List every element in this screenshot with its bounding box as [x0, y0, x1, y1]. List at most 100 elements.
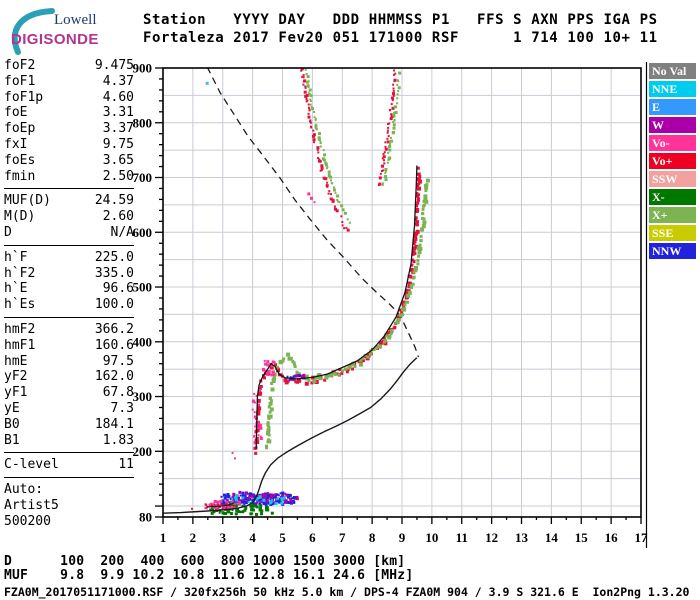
param-label: B0 [4, 416, 20, 432]
trace-transmission-curve [207, 68, 420, 358]
cloud-f-cusp-pink [262, 359, 276, 377]
logo-lowell-text: Lowell [54, 12, 97, 28]
parameter-panel: foF2 9.475 foF1 4.37 foF1p 4.60 foE 3.31 foEp 3.3… [4, 58, 134, 538]
svg-text:16: 16 [605, 530, 619, 545]
param-label: h`Es [4, 297, 36, 313]
param-value: 24.59 [94, 193, 134, 209]
svg-text:10: 10 [425, 530, 438, 545]
param-value: 2.60 [102, 209, 134, 225]
param-value: 100.0 [94, 297, 134, 313]
grid [163, 68, 641, 517]
param-label: foE [4, 105, 28, 121]
legend-chip-nne: NNE [649, 81, 696, 97]
legend-chip-nnw: NNW [649, 243, 696, 259]
param-row-fxi: fxI 9.75 [4, 137, 134, 153]
svg-text:4: 4 [249, 530, 256, 545]
svg-text:80: 80 [139, 510, 152, 525]
param-label: foEs [4, 152, 36, 168]
param-value: 4.60 [102, 89, 134, 105]
param-row-foep: foEp 3.37 [4, 121, 134, 137]
stray-dot [205, 81, 209, 85]
stray-dot [307, 192, 311, 196]
param-label: yF2 [4, 369, 28, 385]
file-info-line: FZA0M_2017051171000.RSF / 320fx256h 50 k… [4, 585, 690, 599]
param-value: 160.6 [94, 337, 134, 353]
traces [163, 68, 430, 517]
legend-chip-e: E [649, 99, 696, 115]
param-value: 3.37 [102, 121, 134, 137]
param-row-c-level: C-level 11 [4, 457, 134, 473]
param-label: foF2 [4, 58, 36, 73]
stray-dot [191, 507, 193, 510]
param-label: foF1p [4, 89, 44, 105]
svg-text:700: 700 [133, 170, 153, 185]
param-label: yE [4, 400, 20, 416]
param-row-foes: foEs 3.65 [4, 153, 134, 169]
svg-text:600: 600 [133, 225, 153, 240]
svg-text:3: 3 [220, 530, 227, 545]
param-footer-line: Auto: [4, 482, 134, 498]
svg-text:200: 200 [133, 444, 153, 459]
logo-arc-icon [11, 8, 55, 55]
param-label: B1 [4, 432, 20, 448]
legend-chip-vo-: Vo+ [649, 153, 696, 169]
svg-text:800: 800 [133, 115, 153, 130]
stray-dot [234, 457, 236, 460]
trace-true-height-profile [163, 357, 418, 514]
param-label: hmF2 [4, 321, 36, 337]
param-value: 96.6 [102, 281, 134, 297]
param-row-hmf2: hmF2 366.2 [4, 322, 134, 338]
cloud-es-vo-pink [204, 499, 241, 510]
param-value: 366.2 [94, 321, 134, 337]
param-value: 225.0 [94, 249, 134, 265]
stray-dot [310, 196, 313, 200]
muf-row: MUF 9.8 9.9 10.2 10.8 11.6 12.8 16.1 24.… [4, 568, 414, 583]
trace-second-hop-x-right [381, 71, 402, 186]
param-value: 162.0 [94, 369, 134, 385]
param-footer-text: Artist5 [4, 497, 59, 513]
param-row-foe: foE 3.31 [4, 105, 134, 121]
param-row-h-e: h`E 96.6 [4, 281, 134, 297]
param-footer-text: 500200 [4, 513, 51, 529]
param-row-yf2: yF2 162.0 [4, 369, 134, 385]
svg-text:17: 17 [635, 530, 649, 545]
height-axis: 900 800 700 600 500 400 300 200 80 [133, 61, 163, 525]
svg-text:11: 11 [456, 530, 468, 545]
param-value: 4.37 [102, 73, 134, 89]
param-row-m-d-: M(D) 2.60 [4, 209, 134, 225]
legend-chip-no-val: No Val [649, 63, 696, 79]
param-label: D [4, 224, 12, 240]
param-label: yF1 [4, 385, 28, 401]
param-value: 184.1 [94, 416, 134, 432]
param-value: 7.3 [110, 400, 134, 416]
svg-text:2: 2 [190, 530, 197, 545]
legend-chip-sse: SSE [649, 225, 696, 241]
param-row-b1: B1 1.83 [4, 433, 134, 449]
param-footer: Auto: Artist5 500200 [4, 482, 134, 533]
param-value: 1.83 [102, 432, 134, 448]
param-footer-text: Auto: [4, 482, 44, 498]
trace-artist-trace-fit [255, 165, 418, 449]
digisonde-logo: Lowell DIGISONDE [4, 4, 144, 58]
param-row-ye: yE 7.3 [4, 401, 134, 417]
param-label: h`F2 [4, 265, 36, 281]
svg-text:5: 5 [279, 530, 286, 545]
param-row-d: D N/A [4, 225, 134, 241]
param-value: 9.75 [102, 136, 134, 152]
param-row-hme: hmE 97.5 [4, 354, 134, 370]
param-row-fmin: fmin 2.50 [4, 169, 134, 185]
svg-text:9: 9 [399, 530, 406, 545]
param-footer-line: Artist5 [4, 498, 134, 514]
svg-text:14: 14 [545, 530, 559, 545]
svg-text:300: 300 [133, 389, 153, 404]
svg-text:900: 900 [133, 61, 153, 76]
trace-second-hop-o-left [300, 68, 350, 232]
param-footer-line: 500200 [4, 514, 134, 530]
svg-text:7: 7 [339, 530, 346, 545]
param-label: hmF1 [4, 337, 36, 353]
svg-text:1: 1 [160, 530, 167, 545]
param-value: 3.31 [102, 105, 134, 121]
param-value: 67.8 [102, 385, 134, 401]
param-label: h`F [4, 249, 28, 265]
param-label: fxI [4, 136, 28, 152]
